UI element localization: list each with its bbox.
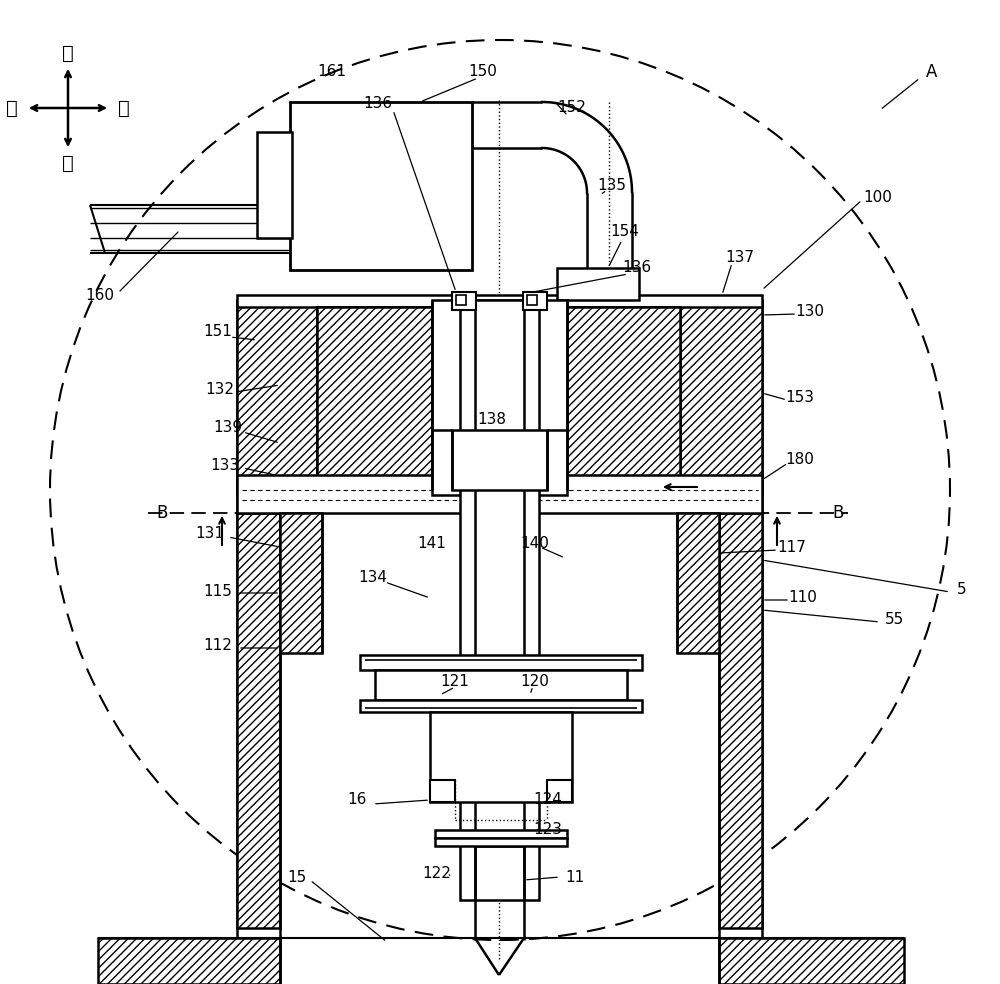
Text: 11: 11 [565, 870, 585, 885]
Text: 133: 133 [210, 458, 240, 472]
Bar [257, 132, 292, 238]
Text: 150: 150 [469, 65, 497, 80]
Bar [547, 780, 572, 802]
Bar [452, 292, 476, 310]
Bar [460, 300, 539, 900]
Text: 152: 152 [558, 100, 586, 115]
Text: 131: 131 [196, 525, 224, 540]
Text: 120: 120 [521, 674, 549, 690]
Text: B: B [832, 504, 844, 522]
Text: 136: 136 [363, 95, 393, 110]
Text: 121: 121 [441, 674, 469, 690]
Bar [452, 430, 547, 490]
Bar [317, 307, 680, 495]
Text: 110: 110 [789, 590, 817, 605]
Text: 134: 134 [358, 571, 388, 585]
Bar [237, 295, 762, 307]
Text: 左: 左 [6, 98, 18, 117]
Text: 151: 151 [204, 325, 232, 339]
Text: 136: 136 [622, 261, 652, 276]
Text: 140: 140 [521, 535, 549, 550]
Text: 55: 55 [885, 612, 905, 628]
Bar [527, 295, 537, 305]
Text: 117: 117 [778, 540, 806, 556]
Bar [680, 300, 762, 495]
Bar [280, 513, 322, 653]
Text: 132: 132 [206, 383, 234, 398]
Text: 122: 122 [423, 866, 451, 881]
Bar [435, 830, 567, 838]
Text: 124: 124 [534, 792, 562, 808]
Bar [317, 307, 432, 490]
Text: 154: 154 [611, 224, 639, 239]
Text: 上: 上 [62, 43, 74, 63]
Text: 153: 153 [786, 390, 814, 404]
Bar [237, 513, 280, 928]
Bar [523, 292, 547, 310]
Text: 137: 137 [726, 251, 755, 266]
Text: 141: 141 [418, 535, 446, 550]
Bar [360, 700, 642, 712]
Text: B: B [156, 504, 168, 522]
Bar [375, 670, 627, 700]
Bar [430, 780, 455, 802]
Text: 右: 右 [118, 98, 130, 117]
Bar [237, 300, 317, 495]
Text: 5: 5 [957, 583, 967, 597]
Bar [567, 307, 680, 490]
Bar [719, 938, 904, 984]
Text: 15: 15 [287, 871, 307, 886]
Bar [435, 838, 567, 846]
Bar [360, 655, 642, 670]
Bar [98, 938, 280, 984]
Text: 180: 180 [786, 453, 814, 467]
Text: 123: 123 [534, 823, 562, 837]
Text: 139: 139 [213, 420, 243, 436]
Text: 138: 138 [478, 412, 507, 427]
Text: 135: 135 [598, 177, 626, 193]
Text: 161: 161 [318, 65, 347, 80]
Text: 下: 下 [62, 154, 74, 172]
Bar [290, 102, 472, 270]
Bar [677, 513, 719, 653]
Bar [430, 712, 572, 802]
Text: A: A [926, 63, 938, 81]
Text: 115: 115 [204, 584, 232, 599]
Bar [237, 475, 762, 513]
Text: 16: 16 [347, 792, 367, 808]
Text: 130: 130 [796, 304, 824, 320]
Text: 160: 160 [86, 287, 114, 302]
Bar [456, 295, 466, 305]
Bar [557, 268, 639, 300]
Text: 112: 112 [204, 638, 232, 652]
Bar [719, 513, 762, 928]
Bar [432, 300, 567, 495]
Text: 100: 100 [864, 190, 892, 205]
